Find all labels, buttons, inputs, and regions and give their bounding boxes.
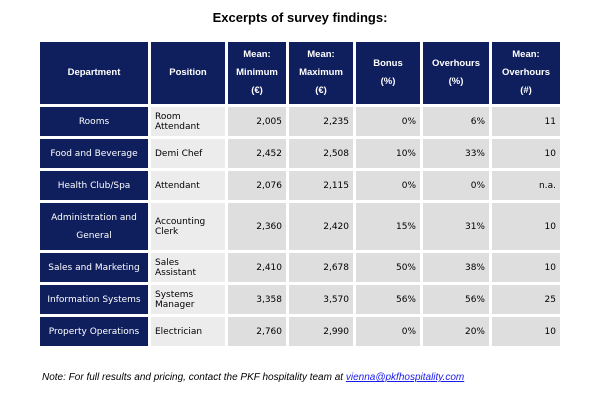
department-cell: Information Systems bbox=[40, 285, 148, 314]
department-cell: Health Club/Spa bbox=[40, 171, 148, 200]
table-row: Information Systems Systems Manager 3,35… bbox=[40, 285, 560, 314]
bonus-cell: 15% bbox=[356, 203, 420, 250]
page-title: Excerpts of survey findings: bbox=[212, 10, 388, 25]
header-mean-maximum: Mean: Maximum (€) bbox=[289, 42, 353, 104]
mean-minimum-cell: 2,360 bbox=[228, 203, 286, 250]
position-cell: Sales Assistant bbox=[151, 253, 225, 282]
position-cell: Systems Manager bbox=[151, 285, 225, 314]
table-row: Food and Beverage Demi Chef 2,452 2,508 … bbox=[40, 139, 560, 168]
contact-email-link[interactable]: vienna@pkfhospitality.com bbox=[345, 372, 465, 383]
header-mean-overhours: Mean: Overhours (#) bbox=[492, 42, 560, 104]
bonus-cell: 0% bbox=[356, 317, 420, 346]
mean-minimum-cell: 2,410 bbox=[228, 253, 286, 282]
table-row: Property Operations Electrician 2,760 2,… bbox=[40, 317, 560, 346]
header-text: (#) bbox=[520, 85, 532, 97]
mean-overhours-cell: 25 bbox=[492, 285, 560, 314]
header-text: (€) bbox=[251, 85, 263, 97]
mean-overhours-cell: n.a. bbox=[492, 171, 560, 200]
position-cell: Attendant bbox=[151, 171, 225, 200]
mean-minimum-cell: 3,358 bbox=[228, 285, 286, 314]
header-text: Department bbox=[67, 66, 121, 78]
table-row: Sales and Marketing Sales Assistant 2,41… bbox=[40, 253, 560, 282]
bonus-cell: 0% bbox=[356, 171, 420, 200]
mean-overhours-cell: 10 bbox=[492, 203, 560, 250]
table-row: Health Club/Spa Attendant 2,076 2,115 0%… bbox=[40, 171, 560, 200]
header-overhours-pct: Overhours (%) bbox=[423, 42, 489, 104]
header-row: Department Position Mean: Minimum (€) Me… bbox=[40, 42, 560, 104]
header-mean-minimum: Mean: Minimum (€) bbox=[228, 42, 286, 104]
overhours-pct-cell: 20% bbox=[423, 317, 489, 346]
department-line: Administration and bbox=[51, 212, 137, 223]
department-cell: Food and Beverage bbox=[40, 139, 148, 168]
mean-maximum-cell: 2,115 bbox=[289, 171, 353, 200]
department-cell: Sales and Marketing bbox=[40, 253, 148, 282]
position-cell: Demi Chef bbox=[151, 139, 225, 168]
header-text: Mean: bbox=[512, 48, 540, 60]
table-row: Administration and General Accounting Cl… bbox=[40, 203, 560, 250]
department-cell: Administration and General bbox=[40, 203, 148, 250]
header-text: Mean: bbox=[307, 48, 335, 60]
mean-maximum-cell: 2,508 bbox=[289, 139, 353, 168]
table-row: Rooms Room Attendant 2,005 2,235 0% 6% 1… bbox=[40, 107, 560, 136]
header-text: Minimum bbox=[236, 66, 278, 78]
header-text: (€) bbox=[315, 85, 327, 97]
mean-maximum-cell: 2,420 bbox=[289, 203, 353, 250]
mean-overhours-cell: 10 bbox=[492, 317, 560, 346]
overhours-pct-cell: 56% bbox=[423, 285, 489, 314]
department-line: General bbox=[76, 230, 112, 241]
header-text: Overhours bbox=[501, 66, 551, 78]
mean-maximum-cell: 2,990 bbox=[289, 317, 353, 346]
footnote: Note: For full results and pricing, cont… bbox=[42, 372, 464, 383]
mean-maximum-cell: 2,235 bbox=[289, 107, 353, 136]
header-text: Overhours bbox=[431, 57, 481, 69]
header-text: Position bbox=[169, 66, 207, 78]
mean-overhours-cell: 10 bbox=[492, 253, 560, 282]
position-cell: Room Attendant bbox=[151, 107, 225, 136]
mean-minimum-cell: 2,005 bbox=[228, 107, 286, 136]
mean-overhours-cell: 11 bbox=[492, 107, 560, 136]
overhours-pct-cell: 33% bbox=[423, 139, 489, 168]
bonus-cell: 56% bbox=[356, 285, 420, 314]
header-bonus: Bonus (%) bbox=[356, 42, 420, 104]
overhours-pct-cell: 38% bbox=[423, 253, 489, 282]
footnote-text: Note: For full results and pricing, cont… bbox=[42, 372, 346, 383]
header-text: (%) bbox=[380, 76, 396, 87]
header-text: (%) bbox=[448, 76, 464, 87]
position-cell: Electrician bbox=[151, 317, 225, 346]
header-text: Mean: bbox=[243, 48, 271, 60]
mean-maximum-cell: 3,570 bbox=[289, 285, 353, 314]
overhours-pct-cell: 6% bbox=[423, 107, 489, 136]
mean-overhours-cell: 10 bbox=[492, 139, 560, 168]
mean-minimum-cell: 2,452 bbox=[228, 139, 286, 168]
bonus-cell: 0% bbox=[356, 107, 420, 136]
header-position: Position bbox=[151, 42, 225, 104]
header-department: Department bbox=[40, 42, 148, 104]
mean-minimum-cell: 2,076 bbox=[228, 171, 286, 200]
bonus-cell: 50% bbox=[356, 253, 420, 282]
overhours-pct-cell: 0% bbox=[423, 171, 489, 200]
bonus-cell: 10% bbox=[356, 139, 420, 168]
survey-table: Department Position Mean: Minimum (€) Me… bbox=[37, 39, 563, 349]
department-cell: Property Operations bbox=[40, 317, 148, 346]
header-text: Maximum bbox=[299, 66, 343, 78]
overhours-pct-cell: 31% bbox=[423, 203, 489, 250]
mean-maximum-cell: 2,678 bbox=[289, 253, 353, 282]
mean-minimum-cell: 2,760 bbox=[228, 317, 286, 346]
position-cell: Accounting Clerk bbox=[151, 203, 225, 250]
header-text: Bonus bbox=[373, 57, 403, 69]
department-cell: Rooms bbox=[40, 107, 148, 136]
